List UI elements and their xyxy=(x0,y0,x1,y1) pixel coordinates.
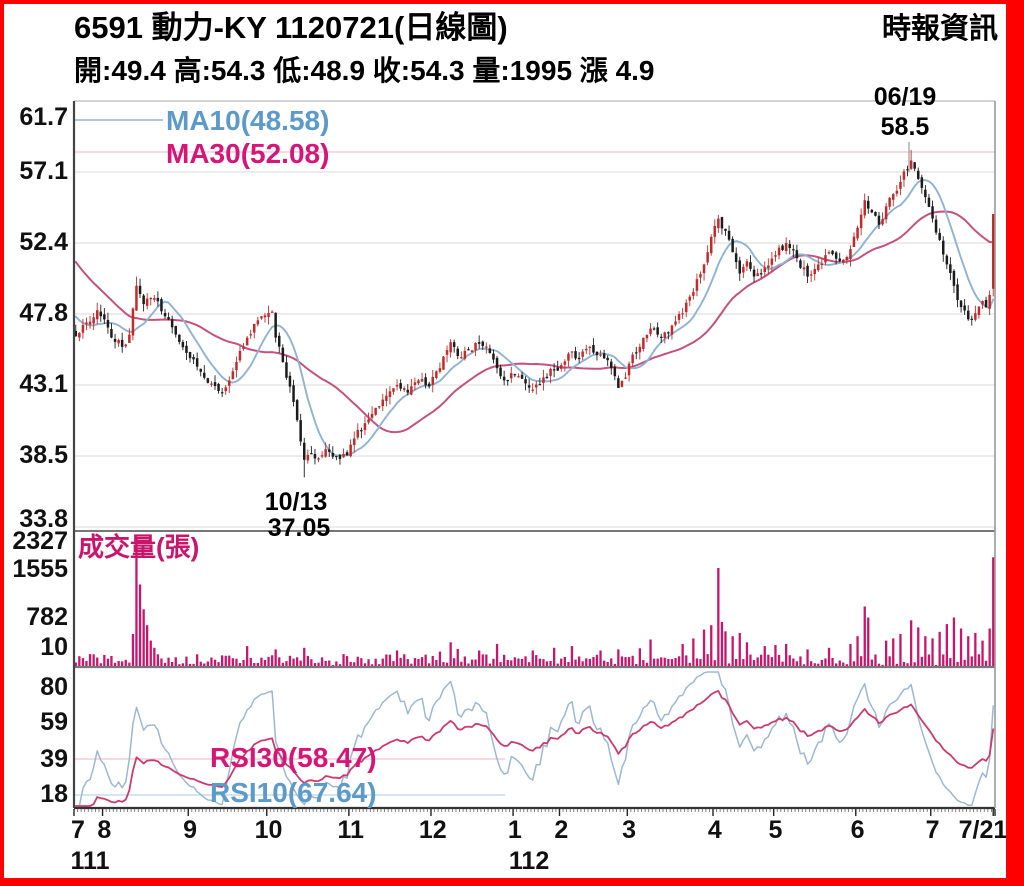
low-annotation-value: 37.05 xyxy=(267,514,331,542)
low-annotation-date: 10/13 xyxy=(264,488,328,516)
ohlc-quote-line: 開:49.4 高:54.3 低:48.9 收:54.3 量:1995 漲 4.9 xyxy=(74,55,655,86)
source-label: 時報資訊 xyxy=(881,13,998,45)
rsi30-legend: RSI30(58.47) xyxy=(210,742,377,773)
chart-title: 6591 動力-KY 1120721(日線圖) xyxy=(74,10,508,45)
high-annotation-date: 06/19 xyxy=(873,83,937,111)
high-annotation-value: 58.5 xyxy=(880,113,930,141)
volume-pane-label: 成交量(張) xyxy=(78,532,200,562)
ma30-legend: MA30(52.08) xyxy=(166,138,330,169)
rsi10-legend: RSI10(67.64) xyxy=(210,777,377,808)
ma10-legend: MA10(48.58) xyxy=(166,105,330,136)
